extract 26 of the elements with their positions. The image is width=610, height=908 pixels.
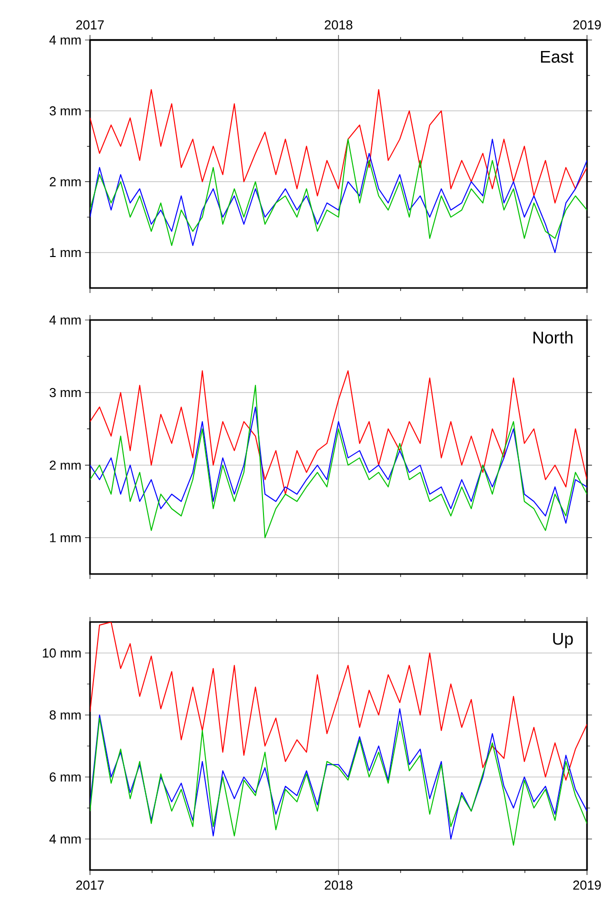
line-series: [90, 89, 588, 204]
x-tick-label: 2018: [324, 880, 352, 890]
y-tick-label: 2 mm: [50, 177, 81, 186]
x2-tick-label: 2018: [324, 20, 352, 30]
y-tick-label: 2 mm: [50, 460, 81, 470]
line-series: [90, 384, 588, 538]
y-tick-label: 1 mm: [50, 533, 81, 542]
text: North: [534, 331, 572, 344]
line-series: [90, 370, 588, 495]
y-tick-label: 1 mm: [50, 248, 81, 258]
chart-title: East: [541, 50, 574, 63]
x2-tick-label: 2017: [76, 20, 104, 30]
line-series: [90, 406, 588, 524]
y-tick-label: 6 mm: [50, 772, 81, 782]
y-tick-label: 10 mm: [42, 648, 81, 658]
x-tick-label: 2019: [573, 880, 601, 890]
y-tick-label: 4 mm: [49, 316, 81, 324]
y-tick-label: 8 mm: [50, 710, 81, 720]
x-tick-label: 2017: [76, 880, 104, 890]
text: Up: [553, 632, 573, 648]
line-series: [90, 622, 588, 781]
y-tick-label: 4 mm: [49, 834, 81, 844]
y-tick-label: 3 mm: [50, 106, 81, 116]
y-tick-label: 3 mm: [50, 388, 81, 398]
y-tick-label: 4 mm: [49, 36, 81, 44]
x2-tick-label: 2019: [573, 20, 601, 30]
